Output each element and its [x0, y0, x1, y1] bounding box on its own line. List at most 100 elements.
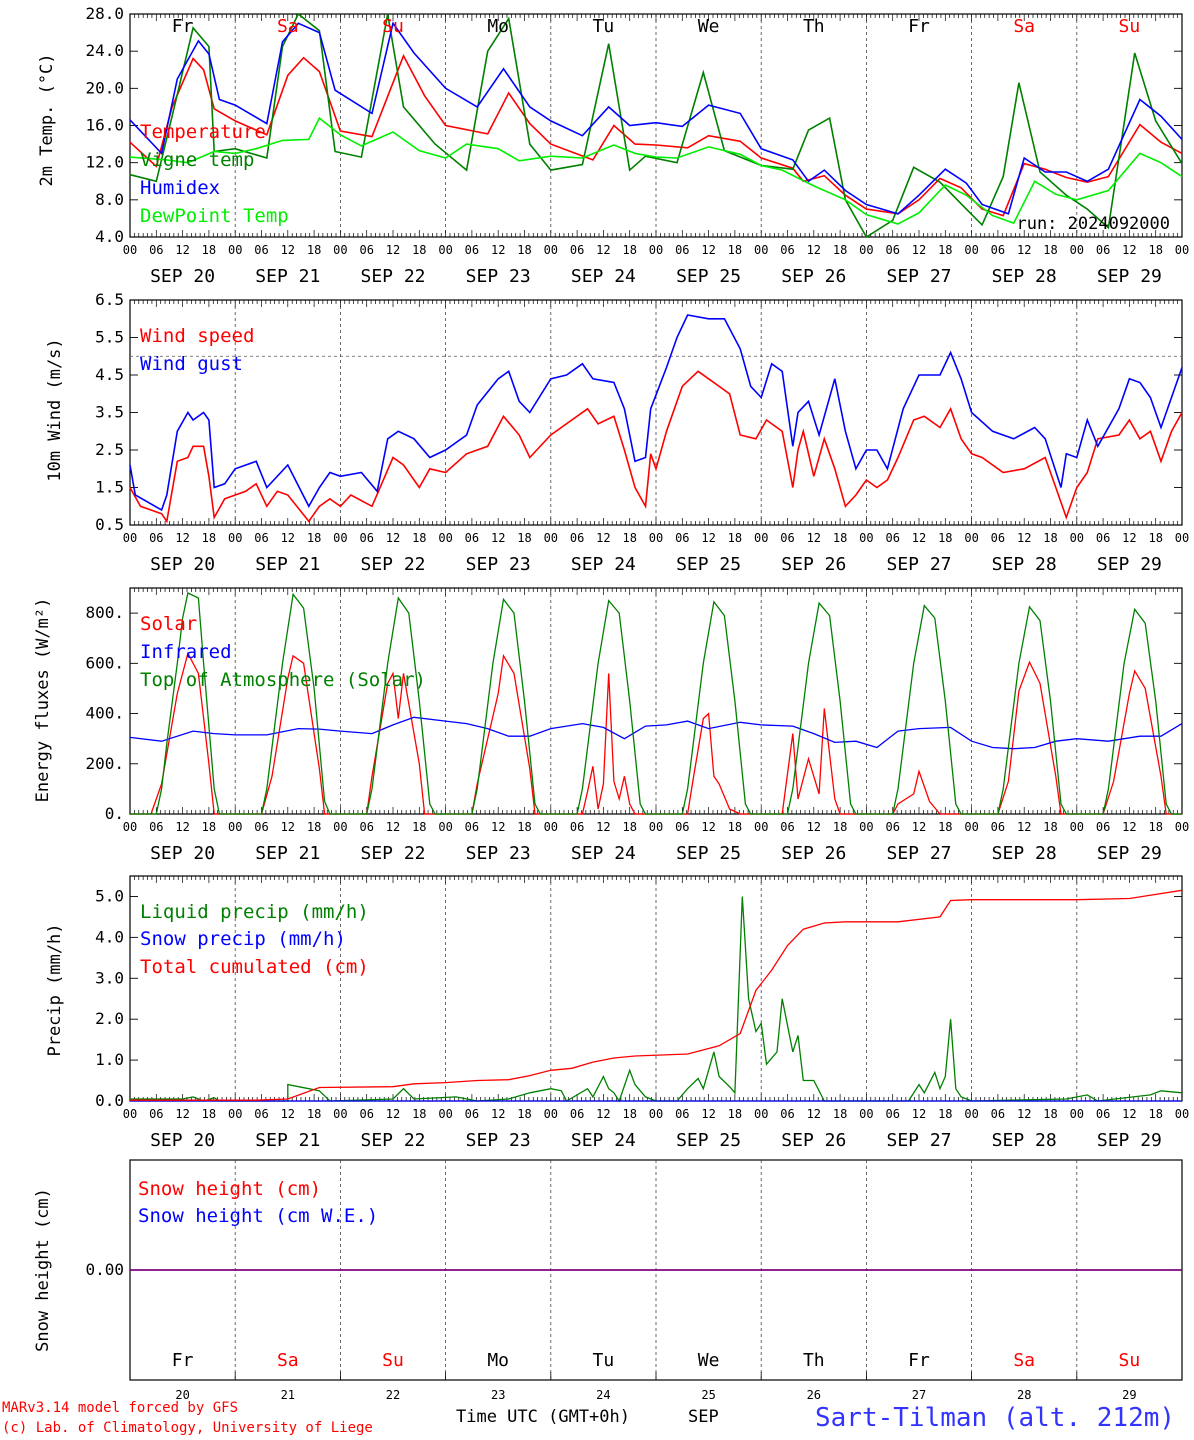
month-label: SEP — [688, 1407, 719, 1427]
date-label: SEP 28 — [992, 266, 1057, 287]
hour-tick-label: 18 — [938, 531, 952, 545]
hour-tick-label: 12 — [1017, 243, 1031, 257]
hour-tick-label: 06 — [675, 1107, 689, 1121]
y-axis-label: 10m Wind (m/s) — [45, 338, 65, 481]
day-number-label: 28 — [1017, 1388, 1031, 1402]
hour-tick-label: 06 — [780, 243, 794, 257]
hour-tick-label: 06 — [149, 820, 163, 834]
hour-tick-label: 12 — [912, 820, 926, 834]
series-line-top-of-atmosphere-solar- — [130, 592, 1182, 815]
model-credit: MARv3.14 model forced by GFS — [2, 1400, 239, 1416]
y-axis-label: Precip (mm/h) — [45, 923, 65, 1056]
hour-tick-label: 00 — [228, 243, 242, 257]
hour-tick-label: 18 — [728, 820, 742, 834]
hour-tick-label: 18 — [1148, 243, 1162, 257]
y-tick-label: 16.0 — [85, 116, 124, 135]
hour-tick-label: 18 — [728, 531, 742, 545]
hour-tick-label: 12 — [386, 820, 400, 834]
y-tick-label: 4.0 — [95, 927, 124, 946]
chart-panel-4: 0.0 1.0 2.0 3.0 4.0 5.0 Precip (mm/h) Liquid pr… — [45, 875, 1189, 1151]
legend-entry: Infrared — [140, 641, 232, 663]
hour-tick-label: 00 — [964, 820, 978, 834]
hour-tick-label: 18 — [202, 531, 216, 545]
hour-tick-label: 00 — [228, 1107, 242, 1121]
date-label: SEP 29 — [1097, 1130, 1162, 1151]
hour-tick-label: 06 — [1096, 243, 1110, 257]
series-line-vigne-temp — [129, 12, 1183, 239]
date-label: SEP 25 — [676, 266, 741, 287]
legend-entry: Vigne temp — [140, 149, 254, 171]
y-tick-label: 5.5 — [95, 328, 124, 347]
hour-tick-label: 18 — [622, 531, 636, 545]
hour-tick-label: 12 — [701, 1107, 715, 1121]
day-number-label: 27 — [912, 1388, 926, 1402]
date-label: SEP 24 — [571, 843, 636, 864]
hour-tick-label: 06 — [885, 531, 899, 545]
date-label: SEP 24 — [571, 554, 636, 575]
hour-tick-label: 12 — [807, 1107, 821, 1121]
hour-tick-label: 12 — [386, 1107, 400, 1121]
legend-entry: Solar — [140, 613, 197, 635]
series-line-temperature — [129, 53, 1183, 217]
y-tick-label: 3.5 — [95, 403, 124, 422]
y-tick-label: 600. — [85, 653, 124, 672]
series-line-infrared — [129, 716, 1183, 750]
hour-tick-label: 00 — [964, 531, 978, 545]
hour-tick-label: 00 — [1070, 820, 1084, 834]
hour-tick-label: 06 — [465, 1107, 479, 1121]
hour-tick-label: 12 — [596, 243, 610, 257]
legend-entry: Wind speed — [140, 325, 254, 347]
y-tick-label: 6.5 — [95, 290, 124, 309]
day-name: Fr — [172, 16, 194, 37]
y-tick-label: 8.0 — [95, 190, 124, 209]
hour-tick-label: 06 — [991, 531, 1005, 545]
hour-tick-label: 00 — [1175, 820, 1189, 834]
day-name: Su — [382, 1350, 404, 1371]
hour-tick-label: 18 — [412, 531, 426, 545]
hour-tick-label: 06 — [254, 1107, 268, 1121]
station-title: Sart-Tilman (alt. 212m) — [815, 1403, 1176, 1433]
y-tick-label: 2.5 — [95, 440, 124, 459]
hour-tick-label: 18 — [1043, 531, 1057, 545]
date-label: SEP 23 — [466, 843, 531, 864]
date-label: SEP 23 — [466, 554, 531, 575]
day-number-label: 20 — [175, 1388, 189, 1402]
hour-tick-label: 18 — [517, 1107, 531, 1121]
day-number-label: 22 — [386, 1388, 400, 1402]
hour-tick-label: 06 — [149, 531, 163, 545]
hour-tick-label: 00 — [123, 243, 137, 257]
hour-tick-label: 18 — [833, 531, 847, 545]
hour-tick-label: 00 — [544, 820, 558, 834]
legend-entry: Total cumulated (cm) — [140, 956, 369, 978]
hour-tick-label: 12 — [701, 243, 715, 257]
hour-tick-label: 00 — [333, 243, 347, 257]
hour-tick-label: 00 — [438, 820, 452, 834]
x-minor-ticks — [129, 876, 1183, 1101]
y-tick-label: 0.00 — [85, 1260, 124, 1279]
hour-tick-label: 18 — [833, 820, 847, 834]
date-label: SEP 26 — [781, 1130, 846, 1151]
hour-tick-label: 00 — [1070, 1107, 1084, 1121]
hour-tick-label: 18 — [622, 243, 636, 257]
hour-tick-label: 00 — [649, 243, 663, 257]
hour-tick-label: 06 — [465, 531, 479, 545]
hour-tick-label: 00 — [859, 1107, 873, 1121]
hour-tick-label: 06 — [675, 531, 689, 545]
hour-tick-label: 12 — [1017, 1107, 1031, 1121]
hour-tick-label: 12 — [912, 1107, 926, 1121]
series-line-solar — [130, 651, 1182, 815]
date-label: SEP 25 — [676, 1130, 741, 1151]
hour-tick-label: 06 — [780, 820, 794, 834]
hour-tick-label: 12 — [281, 820, 295, 834]
day-name: Sa — [1013, 16, 1035, 37]
hour-tick-label: 06 — [675, 243, 689, 257]
date-label: SEP 27 — [886, 554, 951, 575]
date-label: SEP 29 — [1097, 554, 1162, 575]
hour-tick-label: 00 — [333, 531, 347, 545]
hour-tick-label: 00 — [1175, 531, 1189, 545]
date-label: SEP 28 — [992, 554, 1057, 575]
hour-tick-label: 18 — [517, 531, 531, 545]
date-label: SEP 21 — [255, 1130, 320, 1151]
hour-tick-label: 00 — [964, 1107, 978, 1121]
hour-tick-label: 18 — [307, 1107, 321, 1121]
